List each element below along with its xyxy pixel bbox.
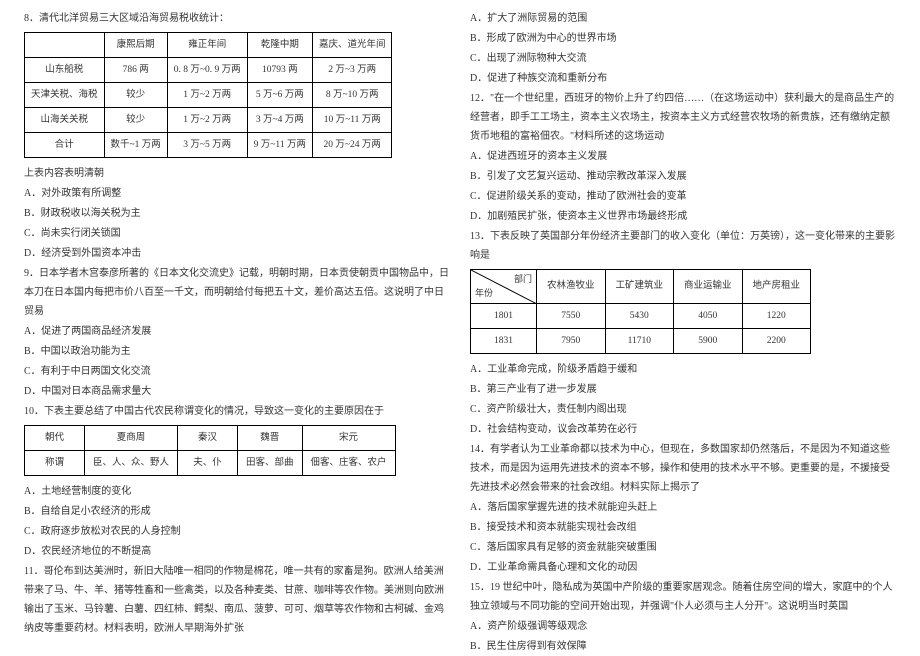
q8-stem: 8．清代北洋贸易三大区域沿海贸易税收统计： — [24, 9, 450, 28]
q15-opt-b: B．民生住房得到有效保障 — [470, 637, 896, 656]
q11-opt-a: A．扩大了洲际贸易的范围 — [470, 9, 896, 28]
cell: 山海关关税 — [25, 108, 105, 133]
cell: 2 万~3 万两 — [312, 58, 392, 83]
q11-opt-c: C．出现了洲际物种大交流 — [470, 49, 896, 68]
q9-stem: 9．日本学者木宫泰彦所著的《日本文化交流史》记载，明朝时期，日本贡使朝贡中国物品… — [24, 264, 450, 321]
cell: 雍正年间 — [167, 33, 247, 58]
q15-stem: 15．19 世纪中叶，隐私成为英国中产阶级的重要家居观念。随着住房空间的增大，家… — [470, 578, 896, 616]
cell: 1 万~2 万两 — [167, 108, 247, 133]
q10-table: 朝代 夏商周 秦汉 魏晋 宋元 称谓 臣、人、众、野人 夫、仆 田客、部曲 佃客… — [24, 425, 396, 476]
cell: 商业运输业 — [674, 270, 743, 304]
q14-stem: 14．有学者认为工业革命都以技术为中心，但现在，多数国家却仍然落后，不是因为不知… — [470, 440, 896, 497]
q11-opt-b: B．形成了欧洲为中心的世界市场 — [470, 29, 896, 48]
q10-opt-d: D．农民经济地位的不断提高 — [24, 542, 450, 561]
q13-stem: 13．下表反映了英国部分年份经济主要部门的收入变化（单位：万英镑），这一变化带来… — [470, 227, 896, 265]
cell: 1831 — [471, 329, 537, 354]
q12-opt-c: C．促进阶级关系的变动，推动了欧洲社会的变革 — [470, 187, 896, 206]
cell: 乾隆中期 — [247, 33, 312, 58]
q10-opt-b: B．自给自足小农经济的形成 — [24, 502, 450, 521]
cell: 5 万~6 万两 — [247, 83, 312, 108]
cell: 朝代 — [25, 426, 85, 451]
cell: 称谓 — [25, 451, 85, 476]
cell: 臣、人、众、野人 — [85, 451, 178, 476]
cell: 数千~1 万两 — [104, 133, 167, 158]
q9-opt-d: D．中国对日本商品需求量大 — [24, 382, 450, 401]
cell: 较少 — [104, 83, 167, 108]
q14-opt-b: B．接受技术和资本就能实现社会改组 — [470, 518, 896, 537]
q10-stem: 10．下表主要总结了中国古代农民称谓变化的情况，导致这一变化的主要原因在于 — [24, 402, 450, 421]
q14-opt-a: A．落后国家掌握先进的技术就能迎头赶上 — [470, 498, 896, 517]
cell: 5430 — [605, 304, 674, 329]
cell: 2200 — [742, 329, 811, 354]
q14-opt-d: D．工业革命需具备心理和文化的动因 — [470, 558, 896, 577]
diag-top: 部门 — [514, 271, 532, 288]
cell: 合计 — [25, 133, 105, 158]
q9-opt-c: C．有利于中日两国文化交流 — [24, 362, 450, 381]
cell: 夫、仆 — [178, 451, 238, 476]
q10-opt-a: A．土地经营制度的变化 — [24, 482, 450, 501]
cell: 11710 — [605, 329, 674, 354]
cell: 佃客、庄客、农户 — [302, 451, 395, 476]
cell: 9 万~11 万两 — [247, 133, 312, 158]
cell: 夏商周 — [85, 426, 178, 451]
cell: 0. 8 万~0. 9 万两 — [167, 58, 247, 83]
cell: 嘉庆、道光年间 — [312, 33, 392, 58]
cell: 1220 — [742, 304, 811, 329]
cell: 10 万~11 万两 — [312, 108, 392, 133]
q8-opt-d: D．经济受到外国资本冲击 — [24, 244, 450, 263]
cell: 较少 — [104, 108, 167, 133]
cell: 地产房租业 — [742, 270, 811, 304]
q13-opt-a: A．工业革命完成，阶级矛盾趋于缓和 — [470, 360, 896, 379]
cell: 工矿建筑业 — [605, 270, 674, 304]
q15-opt-a: A．资产阶级强调等级观念 — [470, 617, 896, 636]
q13-opt-c: C．资产阶级壮大，责任制内阁出现 — [470, 400, 896, 419]
cell: 4050 — [674, 304, 743, 329]
cell: 魏晋 — [238, 426, 303, 451]
q9-opt-b: B．中国以政治功能为主 — [24, 342, 450, 361]
diag-bot: 年份 — [475, 285, 493, 302]
q9-opt-a: A．促进了两国商品经济发展 — [24, 322, 450, 341]
cell: 田客、部曲 — [238, 451, 303, 476]
q13-opt-d: D．社会结构变动，议会改革势在必行 — [470, 420, 896, 439]
diag-cell: 部门 年份 — [471, 270, 537, 304]
cell: 10793 两 — [247, 58, 312, 83]
cell — [25, 33, 105, 58]
cell: 康熙后期 — [104, 33, 167, 58]
q8-opt-c: C．尚未实行闭关锁国 — [24, 224, 450, 243]
q11-opt-d: D．促进了种族交流和重新分布 — [470, 69, 896, 88]
cell: 山东船税 — [25, 58, 105, 83]
cell: 3 万~4 万两 — [247, 108, 312, 133]
q10-opt-c: C．政府逐步放松对农民的人身控制 — [24, 522, 450, 541]
cell: 宋元 — [302, 426, 395, 451]
cell: 1 万~2 万两 — [167, 83, 247, 108]
q8-opt-a: A．对外政策有所调整 — [24, 184, 450, 203]
q8-lead: 上表内容表明清朝 — [24, 164, 450, 183]
q13-table: 部门 年份 农林渔牧业 工矿建筑业 商业运输业 地产房租业 1801 7550 … — [470, 269, 811, 354]
q12-opt-b: B．引发了文艺复兴运动、推动宗教改革深入发展 — [470, 167, 896, 186]
q11-stem: 11．哥伦布到达美洲时，新旧大陆唯一相同的作物是棉花，唯一共有的家畜是狗。欧洲人… — [24, 562, 450, 638]
cell: 5900 — [674, 329, 743, 354]
cell: 3 万~5 万两 — [167, 133, 247, 158]
cell: 秦汉 — [178, 426, 238, 451]
cell: 农林渔牧业 — [537, 270, 606, 304]
q8-table: 康熙后期 雍正年间 乾隆中期 嘉庆、道光年间 山东船税 786 两 0. 8 万… — [24, 32, 392, 158]
cell: 7550 — [537, 304, 606, 329]
cell: 7950 — [537, 329, 606, 354]
cell: 20 万~24 万两 — [312, 133, 392, 158]
q12-opt-d: D．加剧殖民扩张，使资本主义世界市场最终形成 — [470, 207, 896, 226]
q12-opt-a: A．促进西班牙的资本主义发展 — [470, 147, 896, 166]
q14-opt-c: C．落后国家具有足够的资金就能突破重围 — [470, 538, 896, 557]
q8-opt-b: B．财政税收以海关税为主 — [24, 204, 450, 223]
cell: 786 两 — [104, 58, 167, 83]
q12-stem: 12．"在一个世纪里，西班牙的物价上升了约四倍……（在这场运动中）获利最大的是商… — [470, 89, 896, 146]
q13-opt-b: B．第三产业有了进一步发展 — [470, 380, 896, 399]
cell: 天津关税、海税 — [25, 83, 105, 108]
cell: 1801 — [471, 304, 537, 329]
cell: 8 万~10 万两 — [312, 83, 392, 108]
